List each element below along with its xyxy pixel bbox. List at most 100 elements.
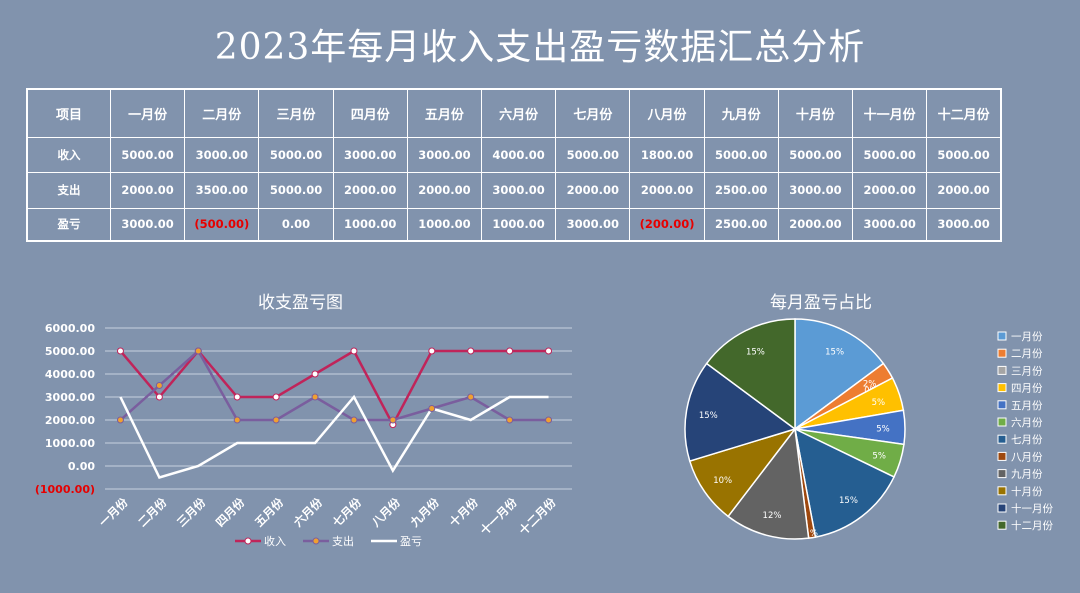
table-header-cell: 十月份 [777,88,854,139]
legend-item: 十一月份 [997,502,1053,515]
pie-percent-label: 15% [839,496,858,506]
data-point [233,416,241,424]
table-cell: 3000.00 [481,172,557,209]
legend-label: 三月份 [1011,365,1043,377]
legend-label: 收入 [264,534,286,548]
table-header-cell: 三月份 [258,88,334,139]
table-header-cell: 五月份 [406,88,483,139]
data-point [155,393,163,401]
table-cell: 3000.00 [332,137,408,174]
table-cell: 2000.00 [926,172,1002,209]
x-tick-label: 四月份 [213,495,248,530]
table-header-cell: 十一月份 [852,88,928,139]
legend-label: 十一月份 [1011,502,1053,515]
pie-slice [793,427,896,538]
pie-chart-title: 每月盈亏占比 [770,293,872,313]
data-point [116,347,124,355]
summary-table: 项目 一月份 二月份 三月份 四月份 五月份 六月份 七月份 八月份 九月份 十月份 十一月份 十二月份… [26,88,1002,242]
table-cell: 5000.00 [109,137,186,174]
legend-item: 四月份 [997,383,1043,395]
legend-item: 九月份 [997,469,1043,481]
pie-percent-label: 12% [763,511,782,521]
table-cell: 3500.00 [184,172,260,209]
table-header-cell: 七月份 [555,88,631,139]
y-tick-label: 5000.00 [45,345,95,358]
legend-label: 一月份 [1011,331,1043,343]
table-cell: 2000.00 [555,172,631,209]
legend-item: 六月份 [997,417,1043,429]
x-tick-label: 七月份 [330,495,365,530]
series-line-2 [119,394,549,479]
y-tick-label: 0.00 [68,460,95,473]
table-header-cell: 项目 [26,88,111,139]
table-cell: 5000.00 [852,137,928,174]
x-tick-label: 三月份 [174,495,209,530]
y-tick-label: 3000.00 [45,391,95,404]
data-point [311,370,319,378]
legend-item: 收入 [235,534,286,548]
table-cell: 1000.00 [406,207,483,242]
data-point [350,347,358,355]
table-cell: 2000.00 [109,172,186,209]
data-point [428,405,436,412]
x-tick-label: 十二月份 [516,495,559,538]
table-header-cell: 六月份 [481,88,557,139]
table-header-cell: 九月份 [703,88,779,139]
table-cell: 5000.00 [703,137,779,174]
legend-label: 十二月份 [1011,519,1053,532]
table-row: 盈亏 3000.00 (500.00) 0.00 1000.00 1000.00 1000.… [26,207,1002,242]
data-point [467,393,475,401]
pie-percent-label: 1% [804,529,818,539]
legend-item: 八月份 [997,451,1043,463]
table-cell: (200.00) [629,207,705,242]
table-cell: 5000.00 [777,137,854,174]
pie-percent-label: 5% [876,425,890,435]
table-cell: 3000.00 [406,137,483,174]
data-point [194,347,202,355]
data-point [389,416,397,424]
table-header-cell: 一月份 [109,88,186,139]
x-tick-label: 九月份 [407,495,442,530]
table-cell: 4000.00 [481,137,557,174]
line-chart-title: 收支盈亏图 [258,293,343,313]
pie-slice [727,427,810,540]
table-cell: 0.00 [258,207,334,242]
legend-item: 七月份 [997,434,1043,446]
table-cell: (500.00) [184,207,260,242]
x-tick-label: 十一月份 [477,495,520,538]
x-tick-label: 五月份 [252,495,287,530]
data-point [272,416,280,424]
row-label: 支出 [26,172,111,209]
data-point [545,416,553,424]
table-header-cell: 四月份 [332,88,408,139]
table-header-cell: 十二月份 [926,88,1002,139]
pie-chart: 15%2%0%5%5%5%15%1%12%10%15%15%一月份二月份三月份四… [684,318,1053,540]
legend-label: 九月份 [1011,469,1043,481]
data-point [311,393,319,401]
legend-label: 五月份 [1011,400,1043,412]
data-point [545,347,553,355]
table-cell: 5000.00 [555,137,631,174]
table-cell: 1000.00 [332,207,408,242]
pie-percent-label: 5% [872,398,886,408]
table-cell: 2000.00 [629,172,705,209]
line-chart: (1000.00) 0.00 1000.00 2000.00 3000.00 4000.0… [35,322,572,548]
table-cell: 3000.00 [109,207,186,242]
pie-percent-label: 15% [699,411,718,421]
table-header-row: 项目 一月份 二月份 三月份 四月份 五月份 六月份 七月份 八月份 九月份 十月份 十一月份 十二月份 [26,88,1002,139]
y-tick-label: 6000.00 [45,322,95,335]
legend-label: 支出 [332,534,354,548]
legend-label: 盈亏 [400,535,422,548]
table-cell: 2500.00 [703,172,779,209]
table-cell: 2000.00 [852,172,928,209]
table-cell: 5000.00 [926,137,1002,174]
series-line-0 [119,349,549,428]
pie-percent-label: 2% [863,379,877,389]
pie-slice [794,318,885,431]
data-point [506,347,514,355]
legend-item: 三月份 [997,365,1043,377]
y-tick-label: (1000.00) [35,483,95,496]
table-cell: 3000.00 [926,207,1002,242]
x-tick-label: 八月份 [368,495,403,530]
y-tick-label: 1000.00 [45,437,95,450]
